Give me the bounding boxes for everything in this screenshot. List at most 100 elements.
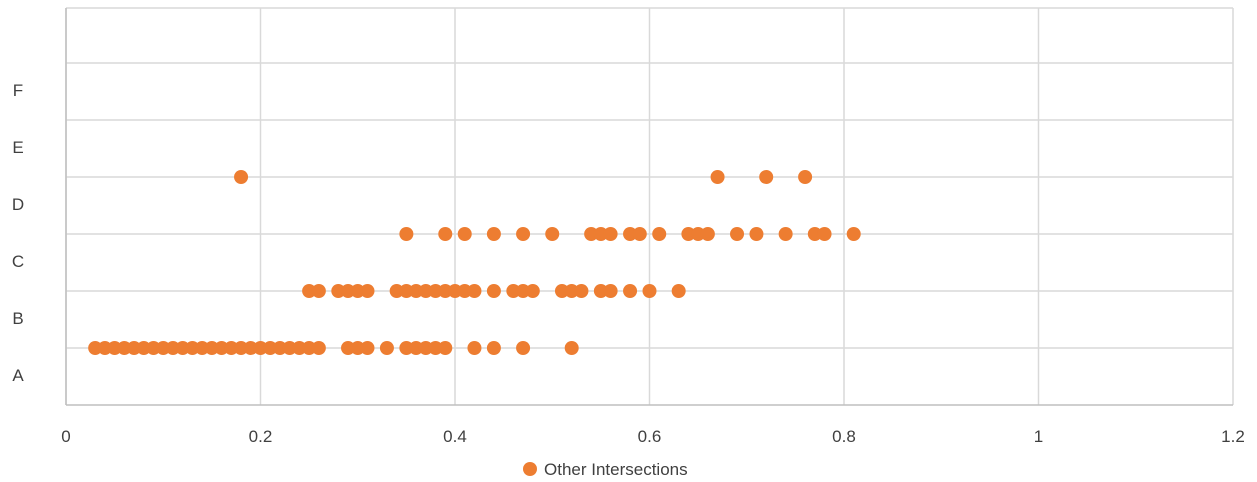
data-point-b [516, 284, 531, 298]
data-point-a [146, 341, 161, 355]
data-point-b [564, 284, 579, 298]
data-point-b [331, 284, 346, 298]
data-point-a [428, 341, 443, 355]
data-point-d [798, 170, 813, 184]
data-point-b [311, 284, 326, 298]
data-point-a [341, 341, 356, 355]
data-point-a [379, 341, 394, 355]
data-point-b [399, 284, 414, 298]
x-tick-label: 0.6 [638, 427, 662, 446]
data-point-a [253, 341, 268, 355]
data-point-c [807, 227, 822, 241]
data-point-b [506, 284, 521, 298]
data-point-a [418, 341, 433, 355]
data-point-b [593, 284, 608, 298]
y-category-label: C [12, 252, 24, 271]
x-tick-label: 0.2 [249, 427, 273, 446]
data-point-c [623, 227, 638, 241]
data-point-b [671, 284, 686, 298]
data-point-a [136, 341, 151, 355]
data-point-c [438, 227, 453, 241]
data-point-c [516, 227, 531, 241]
data-point-b [457, 284, 472, 298]
data-point-a [399, 341, 414, 355]
data-point-c [846, 227, 861, 241]
data-point-b [642, 284, 657, 298]
data-point-a [243, 341, 258, 355]
data-point-a [204, 341, 219, 355]
x-tick-label: 0.4 [443, 427, 467, 446]
data-point-c [486, 227, 501, 241]
data-point-b [389, 284, 404, 298]
data-point-c [730, 227, 745, 241]
x-tick-label: 1.2 [1221, 427, 1245, 446]
y-category-label: B [12, 309, 23, 328]
data-point-b [603, 284, 618, 298]
data-point-a [516, 341, 531, 355]
data-point-b [409, 284, 424, 298]
data-point-a [224, 341, 239, 355]
data-point-a [272, 341, 287, 355]
data-point-c [584, 227, 599, 241]
data-point-a [292, 341, 307, 355]
grid-lines [65, 7, 1234, 406]
y-category-label: F [13, 81, 23, 100]
data-point-c [681, 227, 696, 241]
data-point-b [574, 284, 589, 298]
data-point-d [710, 170, 725, 184]
data-point-a [88, 341, 103, 355]
data-point-a [97, 341, 112, 355]
data-point-a [107, 341, 122, 355]
data-point-c [817, 227, 832, 241]
data-point-a [360, 341, 375, 355]
data-point-b [448, 284, 462, 298]
data-point-b [341, 284, 356, 298]
data-point-a [467, 341, 482, 355]
data-point-b [525, 284, 540, 298]
data-point-a [486, 341, 501, 355]
data-point-a [350, 341, 365, 355]
x-axis-ticks: 0 0.2 0.4 0.6 0.8 1 1.2 [61, 427, 1245, 446]
data-point-d [759, 170, 774, 184]
data-point-b [554, 284, 569, 298]
data-point-c [399, 227, 414, 241]
data-point-a [263, 341, 278, 355]
data-point-a [409, 341, 424, 355]
data-point-c [778, 227, 793, 241]
data-point-a [214, 341, 229, 355]
data-point-a [302, 341, 317, 355]
x-tick-label: 0.8 [832, 427, 856, 446]
data-point-a [282, 341, 297, 355]
data-point-a [438, 341, 453, 355]
data-point-a [564, 341, 579, 355]
data-point-b [486, 284, 501, 298]
data-point-c [632, 227, 647, 241]
data-point-a [165, 341, 180, 355]
data-point-a [311, 341, 326, 355]
y-category-label: A [12, 366, 24, 385]
data-point-b [428, 284, 443, 298]
data-point-b [623, 284, 638, 298]
x-tick-label: 0 [61, 427, 70, 446]
legend: Other Intersections [523, 460, 688, 479]
data-point-a [234, 341, 249, 355]
data-point-c [749, 227, 764, 241]
data-point-c [593, 227, 608, 241]
data-point-c [652, 227, 667, 241]
data-point-c [545, 227, 560, 241]
data-point-a [175, 341, 190, 355]
data-point-a [117, 341, 132, 355]
data-point-c [691, 227, 706, 241]
data-point-d [234, 170, 249, 184]
y-axis-category-labels: A B C D E F [12, 81, 24, 385]
data-point-c [457, 227, 472, 241]
data-point-a [195, 341, 210, 355]
data-point-b [438, 284, 453, 298]
data-point-c [700, 227, 715, 241]
y-category-label: D [12, 195, 24, 214]
data-points [88, 170, 861, 355]
data-point-b [418, 284, 433, 298]
data-point-b [302, 284, 317, 298]
data-point-c [603, 227, 618, 241]
